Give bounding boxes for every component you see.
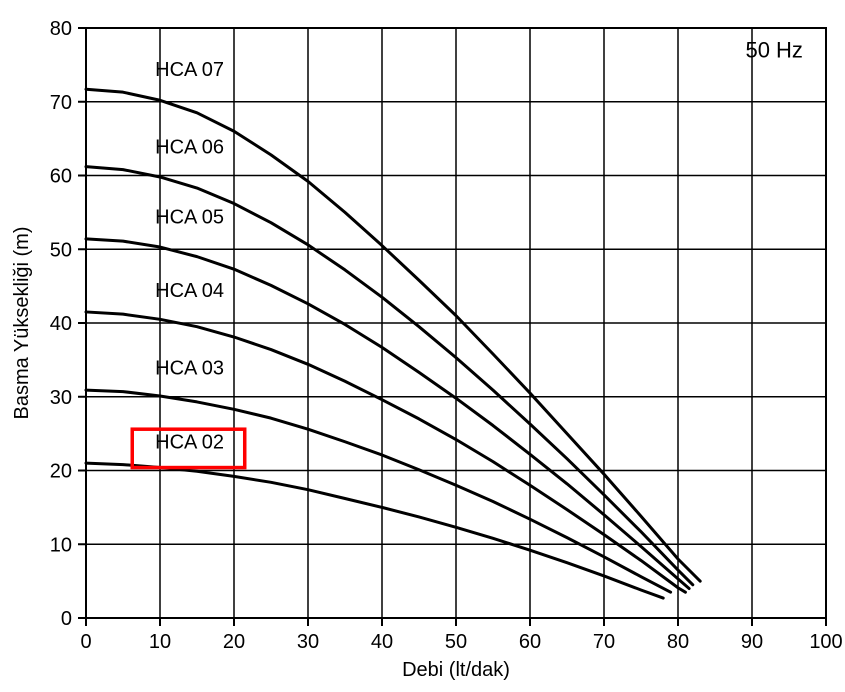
y-tick-label: 30 — [50, 387, 72, 409]
y-tick-label: 70 — [50, 92, 72, 114]
y-tick-label: 20 — [50, 461, 72, 483]
series-label-hca-07: HCA 07 — [155, 59, 224, 81]
x-tick-label: 0 — [80, 631, 91, 653]
x-tick-label: 50 — [445, 631, 467, 653]
y-tick-label: 50 — [50, 239, 72, 261]
series-label-hca-06: HCA 06 — [155, 136, 224, 158]
y-tick-label: 80 — [50, 18, 72, 40]
series-label-hca-04: HCA 04 — [155, 280, 224, 302]
x-tick-label: 100 — [809, 631, 842, 653]
y-tick-label: 0 — [61, 608, 72, 630]
x-tick-label: 40 — [371, 631, 393, 653]
x-tick-label: 90 — [741, 631, 763, 653]
x-tick-label: 70 — [593, 631, 615, 653]
y-tick-label: 10 — [50, 534, 72, 556]
y-tick-label: 40 — [50, 313, 72, 335]
y-axis-label: Basma Yüksekliği (m) — [11, 226, 33, 419]
x-tick-label: 80 — [667, 631, 689, 653]
y-tick-label: 60 — [50, 166, 72, 188]
pump-curve-chart: 0 10 20 30 40 50 60 70 80 90 100 0 10 20 30 40 50 60 70 80 D… — [0, 0, 845, 692]
chart-container: 0 10 20 30 40 50 60 70 80 90 100 0 10 20 30 40 50 60 70 80 D… — [0, 0, 845, 692]
x-tick-label: 10 — [149, 631, 171, 653]
x-tick-label: 20 — [223, 631, 245, 653]
x-tick-label: 60 — [519, 631, 541, 653]
series-label-hca-02: HCA 02 — [155, 431, 224, 453]
x-tick-label: 30 — [297, 631, 319, 653]
x-axis-label: Debi (lt/dak) — [402, 659, 510, 681]
series-label-hca-03: HCA 03 — [155, 358, 224, 380]
series-label-hca-05: HCA 05 — [155, 206, 224, 228]
frequency-annotation: 50 Hz — [745, 38, 802, 63]
